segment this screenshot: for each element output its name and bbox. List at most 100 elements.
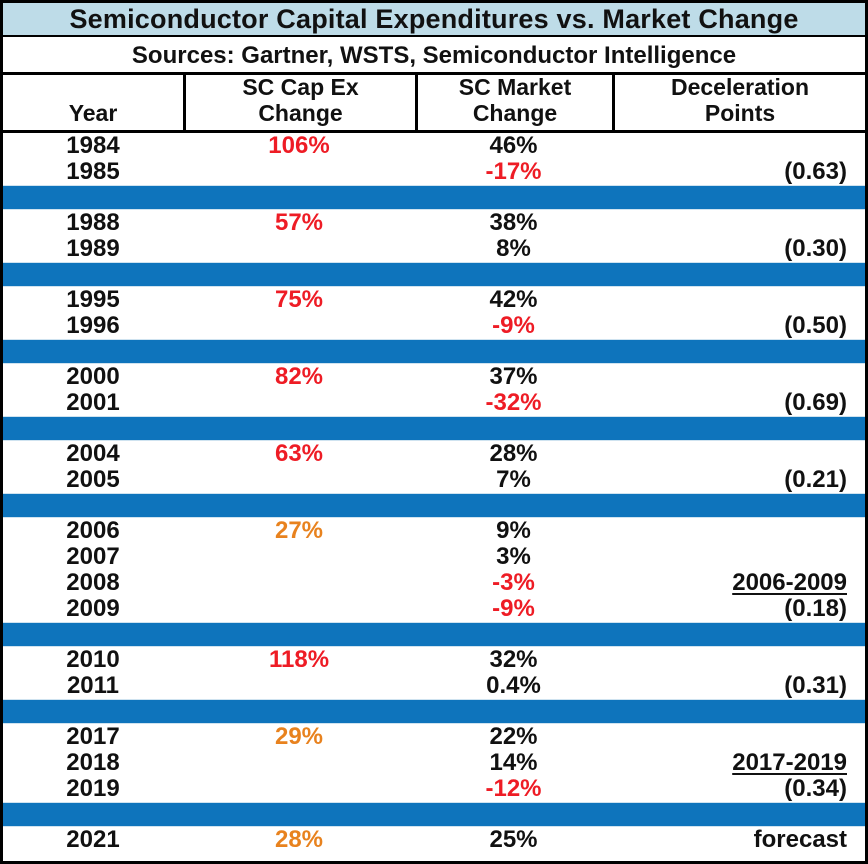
table-row: 2017 29% 22%	[3, 724, 865, 750]
market-change-cell: 22%	[489, 723, 538, 750]
table-row: 2000 82% 37%	[3, 364, 865, 390]
year-cell: 2010	[66, 646, 120, 673]
deceleration-points-cell: (0.50)	[784, 312, 847, 339]
table-row: 2007 3%	[3, 544, 865, 570]
market-change-cell: 0.4%	[486, 672, 541, 699]
year-cell: 2000	[66, 363, 120, 390]
cap-ex-change-cell: 27%	[274, 517, 324, 544]
table-row: 1989 8% (0.30)	[3, 236, 865, 262]
table-row: 1996 -9% (0.50)	[3, 313, 865, 339]
year-cell: 2009	[66, 595, 120, 622]
column-header-market: SC Market Change	[415, 74, 612, 130]
year-cell: 1996	[66, 312, 120, 339]
deceleration-points-cell	[612, 133, 865, 159]
market-change-cell: -17%	[485, 158, 542, 185]
cap-ex-change-cell	[183, 776, 415, 802]
deceleration-points-cell: (0.63)	[784, 158, 847, 185]
section-separator-bar	[3, 802, 865, 827]
deceleration-points-cell: (0.31)	[784, 672, 847, 699]
cap-ex-change-cell	[183, 313, 415, 339]
deceleration-points-cell: (0.21)	[784, 466, 847, 493]
year-cell: 2007	[66, 543, 120, 570]
cap-ex-change-cell: 82%	[274, 363, 324, 390]
deceleration-points-cell: 2017-2019	[732, 749, 847, 776]
table-row: 1984 106% 46%	[3, 133, 865, 159]
section-separator-bar	[3, 416, 865, 441]
column-header-deceleration: Deceleration Points	[612, 74, 865, 130]
deceleration-points-cell	[612, 210, 865, 236]
market-change-cell: 7%	[496, 466, 531, 493]
column-header-year: Year	[68, 100, 118, 126]
cap-ex-change-cell	[183, 390, 415, 416]
cap-ex-change-cell	[183, 570, 415, 596]
cap-ex-change-cell: 28%	[274, 826, 324, 853]
deceleration-points-cell	[612, 544, 865, 570]
market-change-cell: 9%	[496, 517, 531, 544]
year-cell: 2001	[66, 389, 120, 416]
table-row: 2001 -32% (0.69)	[3, 390, 865, 416]
market-change-cell: 42%	[489, 286, 538, 313]
year-cell: 2018	[66, 749, 120, 776]
deceleration-points-cell: forecast	[753, 826, 847, 853]
year-cell: 1984	[66, 132, 120, 159]
market-change-cell: -32%	[485, 389, 542, 416]
year-cell: 2011	[66, 672, 120, 699]
market-change-cell: -3%	[492, 569, 535, 596]
deceleration-points-cell	[612, 518, 865, 544]
year-cell: 2019	[66, 775, 120, 802]
cap-ex-change-cell: 63%	[274, 440, 324, 467]
market-change-cell: 8%	[496, 235, 531, 262]
cap-ex-change-cell: 75%	[274, 286, 324, 313]
table-row: 1995 75% 42%	[3, 287, 865, 313]
table-row: 2019 -12% (0.34)	[3, 776, 865, 802]
table-row: 2008 -3% 2006-2009	[3, 570, 865, 596]
table-row: 2009 -9% (0.18)	[3, 596, 865, 622]
table-body: 1984 106% 46% 1985 -17% (0.63) 1988 57% 38% 1989 8…	[3, 133, 865, 853]
table-row: 1985 -17% (0.63)	[3, 159, 865, 185]
table-row: 2004 63% 28%	[3, 441, 865, 467]
cap-ex-change-cell	[183, 750, 415, 776]
year-cell: 2006	[66, 517, 120, 544]
section-separator-bar	[3, 262, 865, 287]
year-cell: 1995	[66, 286, 120, 313]
market-change-cell: 3%	[496, 543, 531, 570]
market-change-cell: 37%	[489, 363, 538, 390]
cap-ex-change-cell	[183, 596, 415, 622]
year-cell: 2017	[66, 723, 120, 750]
deceleration-points-cell	[612, 364, 865, 390]
cap-ex-change-cell: 29%	[274, 723, 324, 750]
market-change-cell: 32%	[489, 646, 538, 673]
deceleration-points-cell	[612, 287, 865, 313]
cap-ex-change-cell: 57%	[274, 209, 324, 236]
market-change-cell: 46%	[489, 132, 538, 159]
cap-ex-change-cell	[183, 544, 415, 570]
sources-subtitle: Sources: Gartner, WSTS, Semiconductor In…	[3, 37, 865, 75]
market-change-cell: 28%	[489, 440, 538, 467]
column-header-cap-ex: SC Cap Ex Change	[183, 74, 415, 130]
section-separator-bar	[3, 699, 865, 724]
section-separator-bar	[3, 185, 865, 210]
deceleration-points-cell: (0.18)	[784, 595, 847, 622]
section-separator-bar	[3, 339, 865, 364]
table-row: 2005 7% (0.21)	[3, 467, 865, 493]
year-cell: 1989	[66, 235, 120, 262]
table-row: 2021 28% 25% forecast	[3, 827, 865, 853]
deceleration-points-cell: (0.34)	[784, 775, 847, 802]
deceleration-points-cell	[612, 724, 865, 750]
table-row: 2010 118% 32%	[3, 647, 865, 673]
market-change-cell: 25%	[489, 826, 538, 853]
cap-ex-change-cell	[183, 159, 415, 185]
market-change-cell: -12%	[485, 775, 542, 802]
table-row: 2018 14% 2017-2019	[3, 750, 865, 776]
table-row: 2011 0.4% (0.31)	[3, 673, 865, 699]
market-change-cell: -9%	[492, 595, 535, 622]
deceleration-points-cell: (0.69)	[784, 389, 847, 416]
year-cell: 1985	[66, 158, 120, 185]
cap-ex-change-cell	[183, 236, 415, 262]
year-cell: 1988	[66, 209, 120, 236]
deceleration-points-cell	[612, 647, 865, 673]
section-separator-bar	[3, 493, 865, 518]
cap-ex-change-cell: 106%	[268, 132, 330, 159]
deceleration-points-cell: 2006-2009	[732, 569, 847, 596]
